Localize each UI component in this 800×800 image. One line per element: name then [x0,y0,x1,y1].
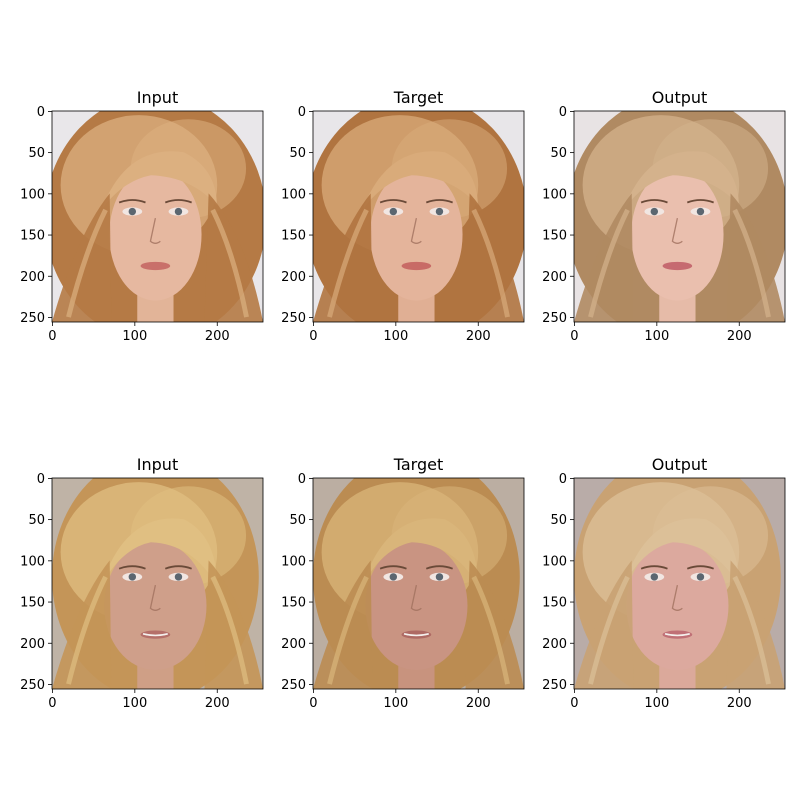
x-tick-label: 0 [48,696,56,711]
face-image [52,111,263,322]
panel-title: Target [393,88,444,107]
panel-title: Target [393,455,444,474]
y-tick-label: 250 [281,311,306,326]
x-tick-label: 100 [644,696,669,711]
panel-4: Input 0 100 200 0 50 100 150 200 250 [20,455,264,711]
panel-3: Output 0 100 200 0 50 100 150 200 250 [542,88,786,344]
x-tick-label: 100 [122,696,147,711]
y-tick-label: 100 [281,187,306,202]
x-tick-label: 0 [309,696,317,711]
y-tick-label: 200 [281,270,306,285]
panel-title: Output [652,455,708,474]
y-tick-label: 50 [289,513,306,528]
x-tick-label: 200 [727,329,752,344]
x-tick-label: 200 [205,329,230,344]
y-tick-label: 150 [20,596,45,611]
y-tick-label: 0 [559,472,567,487]
y-tick-label: 250 [20,311,45,326]
x-tick-label: 0 [570,329,578,344]
x-tick-label: 100 [122,329,147,344]
y-tick-label: 0 [37,472,45,487]
y-tick-label: 200 [542,270,567,285]
face-image [52,478,263,689]
y-tick-label: 200 [20,270,45,285]
x-tick-label: 0 [309,329,317,344]
y-tick-label: 50 [28,146,45,161]
y-tick-label: 100 [20,187,45,202]
x-tick-label: 200 [205,696,230,711]
panel-title: Output [652,88,708,107]
x-tick-label: 100 [383,696,408,711]
x-tick-label: 200 [466,329,491,344]
y-tick-label: 50 [289,146,306,161]
y-tick-label: 150 [281,596,306,611]
axes-frame [573,110,786,323]
axes-frame [312,110,525,323]
y-tick-label: 50 [550,146,567,161]
x-tick-label: 200 [727,696,752,711]
y-tick-label: 100 [542,554,567,569]
y-tick-label: 50 [28,513,45,528]
panel-6: Output 0 100 200 0 50 100 150 200 250 [542,455,786,711]
y-tick-label: 200 [542,637,567,652]
y-tick-label: 0 [298,472,306,487]
axes-frame [312,477,525,690]
x-tick-label: 200 [466,696,491,711]
y-tick-label: 250 [20,678,45,693]
face-image [313,478,524,689]
y-tick-label: 150 [281,229,306,244]
y-tick-label: 100 [542,187,567,202]
y-tick-label: 0 [559,105,567,120]
axes-frame [51,477,264,690]
y-tick-label: 0 [298,105,306,120]
y-tick-label: 50 [550,513,567,528]
x-tick-label: 0 [48,329,56,344]
panel-title: Input [137,455,178,474]
y-tick-label: 200 [20,637,45,652]
x-tick-label: 100 [644,329,669,344]
face-image [313,111,524,322]
axes-frame [51,110,264,323]
y-tick-label: 250 [542,678,567,693]
face-image [574,478,785,689]
y-tick-label: 250 [542,311,567,326]
axes-frame [573,477,786,690]
panel-1: Input 0 100 200 0 50 100 150 200 250 [20,88,264,344]
y-tick-label: 150 [542,596,567,611]
panel-title: Input [137,88,178,107]
x-tick-label: 0 [570,696,578,711]
face-image [574,111,785,322]
y-tick-label: 200 [281,637,306,652]
y-tick-label: 150 [20,229,45,244]
y-tick-label: 0 [37,105,45,120]
panel-5: Target 0 100 200 0 50 100 150 200 250 [281,455,525,711]
y-tick-label: 250 [281,678,306,693]
y-tick-label: 100 [281,554,306,569]
panel-2: Target 0 100 200 0 50 100 150 200 250 [281,88,525,344]
y-tick-label: 100 [20,554,45,569]
x-tick-label: 100 [383,329,408,344]
y-tick-label: 150 [542,229,567,244]
